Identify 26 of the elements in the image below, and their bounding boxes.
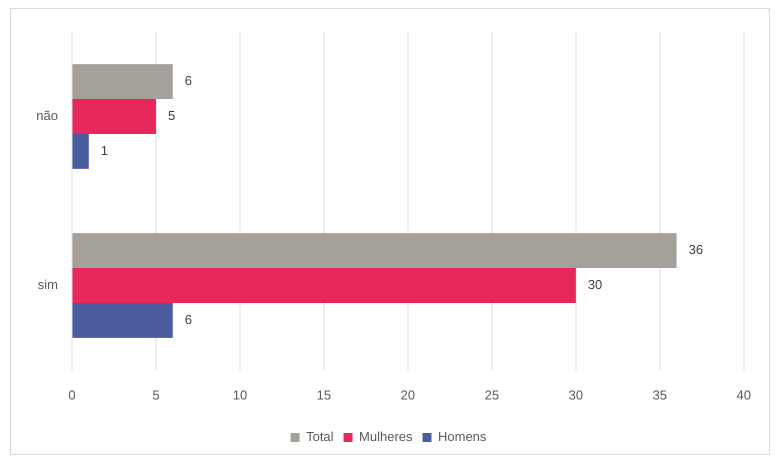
bar: [72, 64, 173, 100]
legend-label: Homens: [438, 429, 487, 444]
legend-label: Mulheres: [359, 429, 414, 444]
bar: [72, 233, 677, 268]
x-tick-label: 10: [232, 387, 248, 402]
bar: [72, 302, 173, 338]
x-tick-label: 15: [316, 387, 332, 402]
legend-label: Total: [306, 429, 334, 444]
x-tick-label: 0: [68, 387, 76, 402]
data-label: 6: [184, 312, 192, 328]
x-tick-label: 20: [400, 387, 416, 402]
data-label: 6: [184, 73, 192, 88]
y-tick-label: sim: [38, 277, 58, 292]
data-label: 5: [168, 108, 176, 124]
bar: [72, 268, 576, 303]
bar: [72, 99, 156, 134]
data-label: 36: [688, 242, 704, 258]
x-tick-label: 30: [568, 387, 584, 402]
x-tick-label: 25: [484, 387, 500, 402]
y-tick-label: não: [36, 108, 58, 124]
bar: [72, 134, 89, 169]
data-label: 1: [100, 143, 108, 158]
x-tick-label: 35: [652, 387, 668, 402]
data-label: 30: [588, 277, 602, 292]
x-tick-label: 40: [736, 387, 752, 402]
x-tick-label: 5: [152, 387, 160, 402]
